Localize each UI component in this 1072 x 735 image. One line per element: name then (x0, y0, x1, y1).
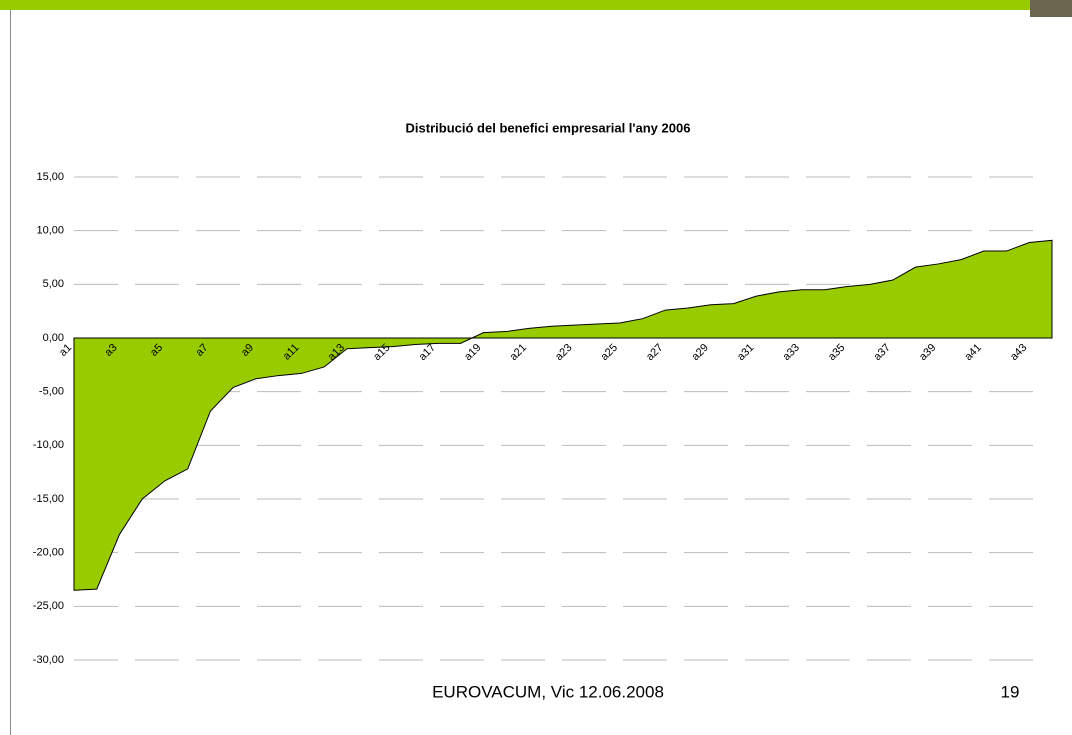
x-tick-label: a21 (508, 342, 529, 363)
chart: 15,00 10,00 5,00 0,00 -5,00 -10,00 -15,00 -20,0… (33, 171, 1053, 666)
x-tick-label: a37 (871, 342, 892, 363)
chart-title: Distribució del benefici empresarial l'a… (406, 120, 691, 135)
x-tick-label: a31 (735, 342, 756, 363)
y-tick-label: -30,00 (33, 654, 64, 666)
y-tick-label: -10,00 (33, 439, 64, 451)
y-tick-label: -20,00 (33, 547, 64, 559)
y-tick-label: -5,00 (39, 386, 64, 398)
y-tick-label: 5,00 (43, 278, 64, 290)
corner-image (1030, 0, 1072, 17)
y-tick-label: 10,00 (36, 225, 64, 237)
y-tick-label: 0,00 (43, 332, 64, 344)
y-tick-label: 15,00 (36, 171, 64, 183)
x-tick-label: a17 (417, 342, 438, 363)
area (73, 239, 1053, 591)
x-tick-label: a23 (553, 342, 574, 363)
x-tick-label: a43 (1008, 342, 1029, 363)
y-tick-label: -15,00 (33, 493, 64, 505)
x-tick-label: a19 (462, 342, 483, 363)
x-tick-label: a39 (917, 342, 938, 363)
x-tick-label: a27 (644, 342, 665, 363)
x-tick-label: a35 (826, 342, 847, 363)
top-band (0, 0, 1072, 10)
y-tick-label: -25,00 (33, 600, 64, 612)
page-number: 19 (1001, 682, 1020, 701)
x-tick-label: a29 (690, 342, 711, 363)
footer-text: EUROVACUM, Vic 12.06.2008 (432, 682, 664, 701)
x-tick-label: a41 (962, 342, 983, 363)
x-tick-label: a33 (781, 342, 802, 363)
x-tick-label: a1 (57, 342, 74, 359)
x-tick-label: a25 (599, 342, 620, 363)
